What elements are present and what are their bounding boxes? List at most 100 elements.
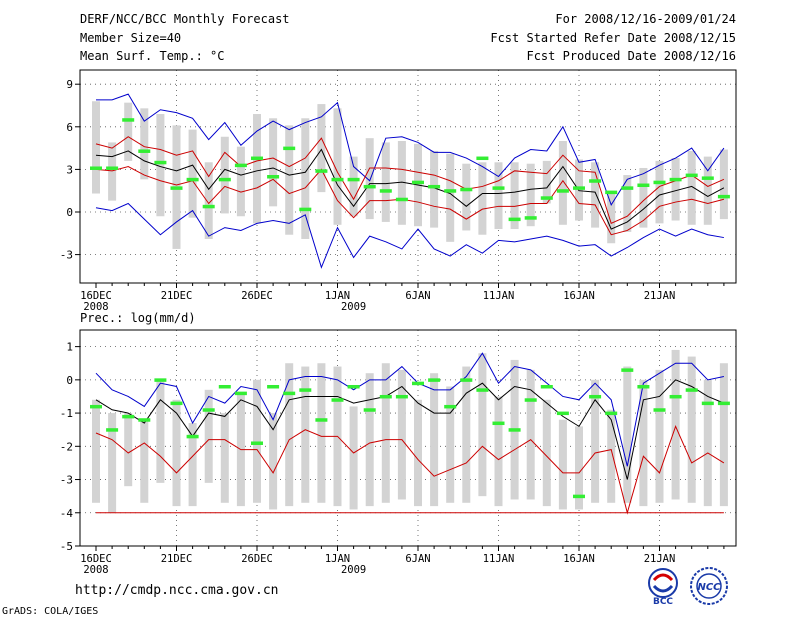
- spread-box: [349, 156, 358, 217]
- x-tick-label: 21DEC: [161, 290, 193, 302]
- spread-box: [494, 396, 503, 507]
- spread-box: [446, 386, 455, 503]
- forecast-started-date: Fcst Started Refer Date 2008/12/15: [490, 31, 736, 45]
- spread-box: [591, 379, 600, 503]
- spread-box: [204, 162, 213, 239]
- median-marker: [540, 196, 553, 200]
- member-size: Member Size=40: [80, 31, 182, 45]
- median-marker: [621, 368, 634, 372]
- x-tick-label: 1JAN: [325, 553, 350, 565]
- spread-box: [671, 158, 680, 221]
- y-tick-label: 9: [66, 78, 73, 91]
- spread-box: [285, 363, 294, 507]
- precipitation-panel-title: Prec.: log(mm/d): [80, 311, 196, 325]
- median-marker: [379, 189, 392, 193]
- median-marker: [347, 384, 360, 389]
- median-marker: [299, 388, 312, 392]
- spread-box: [623, 175, 632, 232]
- median-marker: [508, 428, 521, 432]
- spread-box: [478, 353, 487, 497]
- x-tick-label: 6JAN: [405, 290, 430, 302]
- median-marker: [637, 384, 650, 389]
- median-marker: [524, 398, 537, 402]
- median-marker: [428, 184, 441, 189]
- series-line-mean: [95, 379, 725, 480]
- spread-box: [140, 419, 149, 503]
- median-marker: [363, 184, 376, 189]
- median-marker: [154, 378, 167, 382]
- x-tick-label: 16JAN: [563, 553, 595, 565]
- median-marker: [202, 408, 215, 412]
- spread-box: [462, 163, 471, 231]
- spread-box: [301, 366, 310, 503]
- y-tick-label: -2: [60, 440, 73, 453]
- median-marker: [186, 434, 199, 439]
- median-marker: [379, 394, 392, 399]
- median-marker: [444, 404, 457, 409]
- x-tick-label: 16JAN: [563, 290, 595, 302]
- ncc-logo-text: NCC: [697, 582, 721, 593]
- x-year-label: 2009: [341, 564, 366, 576]
- median-marker: [492, 186, 505, 190]
- median-marker: [717, 401, 730, 406]
- spread-box: [236, 146, 245, 217]
- spread-box: [253, 379, 261, 503]
- median-marker: [685, 173, 698, 178]
- median-marker: [476, 388, 489, 392]
- y-tick-label: -1: [60, 407, 73, 420]
- spread-box: [124, 102, 133, 161]
- x-year-label: 2008: [83, 564, 108, 576]
- y-tick-label: 0: [66, 206, 73, 219]
- median-marker: [669, 177, 682, 182]
- spread-box: [462, 366, 471, 503]
- median-marker: [573, 494, 585, 499]
- x-tick-label: 26DEC: [241, 553, 273, 565]
- spread-box: [607, 409, 616, 503]
- spread-box: [575, 426, 583, 510]
- spread-box: [494, 162, 503, 230]
- spread-box: [381, 142, 390, 222]
- median-marker: [460, 378, 473, 382]
- spread-box: [526, 369, 535, 500]
- y-tick-label: -5: [60, 540, 73, 553]
- spread-box: [269, 118, 278, 207]
- median-marker: [122, 414, 135, 419]
- median-marker: [106, 428, 119, 432]
- temperature-panel-title: Mean Surf. Temp.: °C: [80, 49, 225, 63]
- spread-box: [220, 413, 229, 503]
- x-tick-label: 16DEC: [80, 553, 112, 565]
- series-line-mean: [95, 148, 725, 230]
- spread-box: [140, 108, 149, 180]
- spread-box: [156, 379, 165, 483]
- spread-box: [430, 373, 439, 507]
- spread-box: [542, 399, 551, 507]
- spread-box: [510, 162, 519, 230]
- x-year-label: 2009: [341, 301, 366, 313]
- series-line-max: [95, 352, 725, 467]
- spread-box: [655, 160, 664, 224]
- median-marker: [154, 160, 167, 165]
- spread-box: [220, 136, 229, 214]
- median-marker: [524, 216, 537, 220]
- spread-box: [156, 114, 165, 217]
- median-marker: [701, 401, 714, 406]
- median-marker: [492, 421, 505, 426]
- median-marker: [653, 180, 666, 185]
- median-marker: [347, 177, 360, 182]
- median-marker: [202, 204, 215, 209]
- median-marker: [621, 186, 634, 190]
- median-marker: [556, 189, 569, 193]
- median-marker: [138, 418, 151, 422]
- website-url[interactable]: http://cmdp.ncc.cma.gov.cn: [75, 583, 279, 598]
- median-marker: [428, 378, 441, 382]
- y-tick-label: -3: [60, 474, 73, 487]
- spread-box: [719, 149, 728, 220]
- median-marker: [331, 398, 344, 402]
- spread-box: [558, 419, 567, 510]
- plot-frame: [79, 69, 737, 284]
- spread-box: [430, 150, 439, 228]
- y-tick-label: -3: [60, 249, 73, 262]
- spread-box: [623, 366, 632, 503]
- median-marker: [460, 187, 473, 192]
- bcc-logo: BCC: [648, 568, 678, 606]
